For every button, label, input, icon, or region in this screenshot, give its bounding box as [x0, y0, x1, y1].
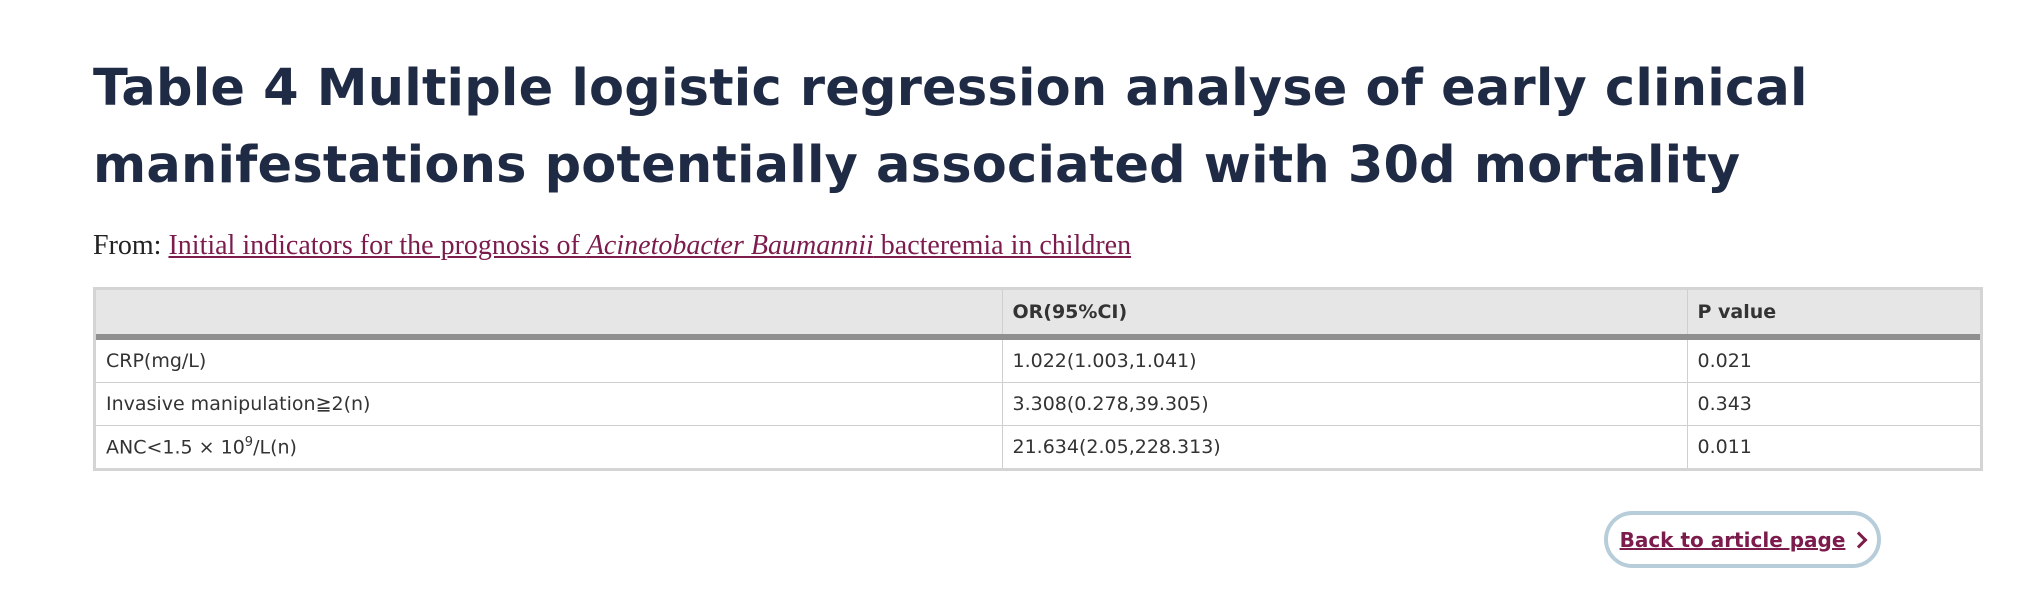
page-title: Table 4 Multiple logistic regression ana…: [93, 59, 1808, 195]
table-row: CRP(mg/L) 1.022(1.003,1.041) 0.021: [96, 336, 1980, 383]
row-p-value: 0.021: [1686, 336, 1980, 383]
row-p-value: 0.343: [1686, 382, 1980, 426]
header-p-value: P value: [1686, 290, 1980, 340]
table-row: Invasive manipulation≧2(n) 3.308(0.278,3…: [96, 382, 1980, 426]
from-label: From:: [93, 230, 162, 261]
row-label: Invasive manipulation≧2(n): [96, 382, 1002, 426]
back-to-article-button[interactable]: Back to article page: [1604, 511, 1881, 568]
row-p-value: 0.011: [1686, 425, 1980, 468]
row-label: CRP(mg/L): [96, 336, 1002, 383]
row-or-ci: 21.634(2.05,228.313): [1001, 425, 1687, 468]
source-article-link[interactable]: Initial indicators for the prognosis of …: [168, 230, 1132, 261]
regression-table: OR(95%CI) P value CRP(mg/L) 1.022(1.003,…: [96, 290, 1980, 468]
table-row: ANC<1.5 × 109/L(n) 21.634(2.05,228.313) …: [96, 425, 1980, 468]
chevron-right-icon: [1850, 531, 1868, 549]
header-or-ci: OR(95%CI): [1001, 290, 1687, 340]
header-variable: [96, 290, 1002, 340]
row-label: ANC<1.5 × 109/L(n): [96, 425, 1002, 468]
back-button-label: Back to article page: [1619, 527, 1846, 552]
regression-table-container: OR(95%CI) P value CRP(mg/L) 1.022(1.003,…: [93, 287, 1983, 471]
source-line: From: Initial indicators for the prognos…: [93, 228, 1983, 264]
table-header-row: OR(95%CI) P value: [96, 290, 1980, 340]
row-or-ci: 3.308(0.278,39.305): [1001, 382, 1687, 426]
row-or-ci: 1.022(1.003,1.041): [1001, 336, 1687, 383]
page: Table 4 Multiple logistic regression ana…: [93, 0, 1983, 264]
